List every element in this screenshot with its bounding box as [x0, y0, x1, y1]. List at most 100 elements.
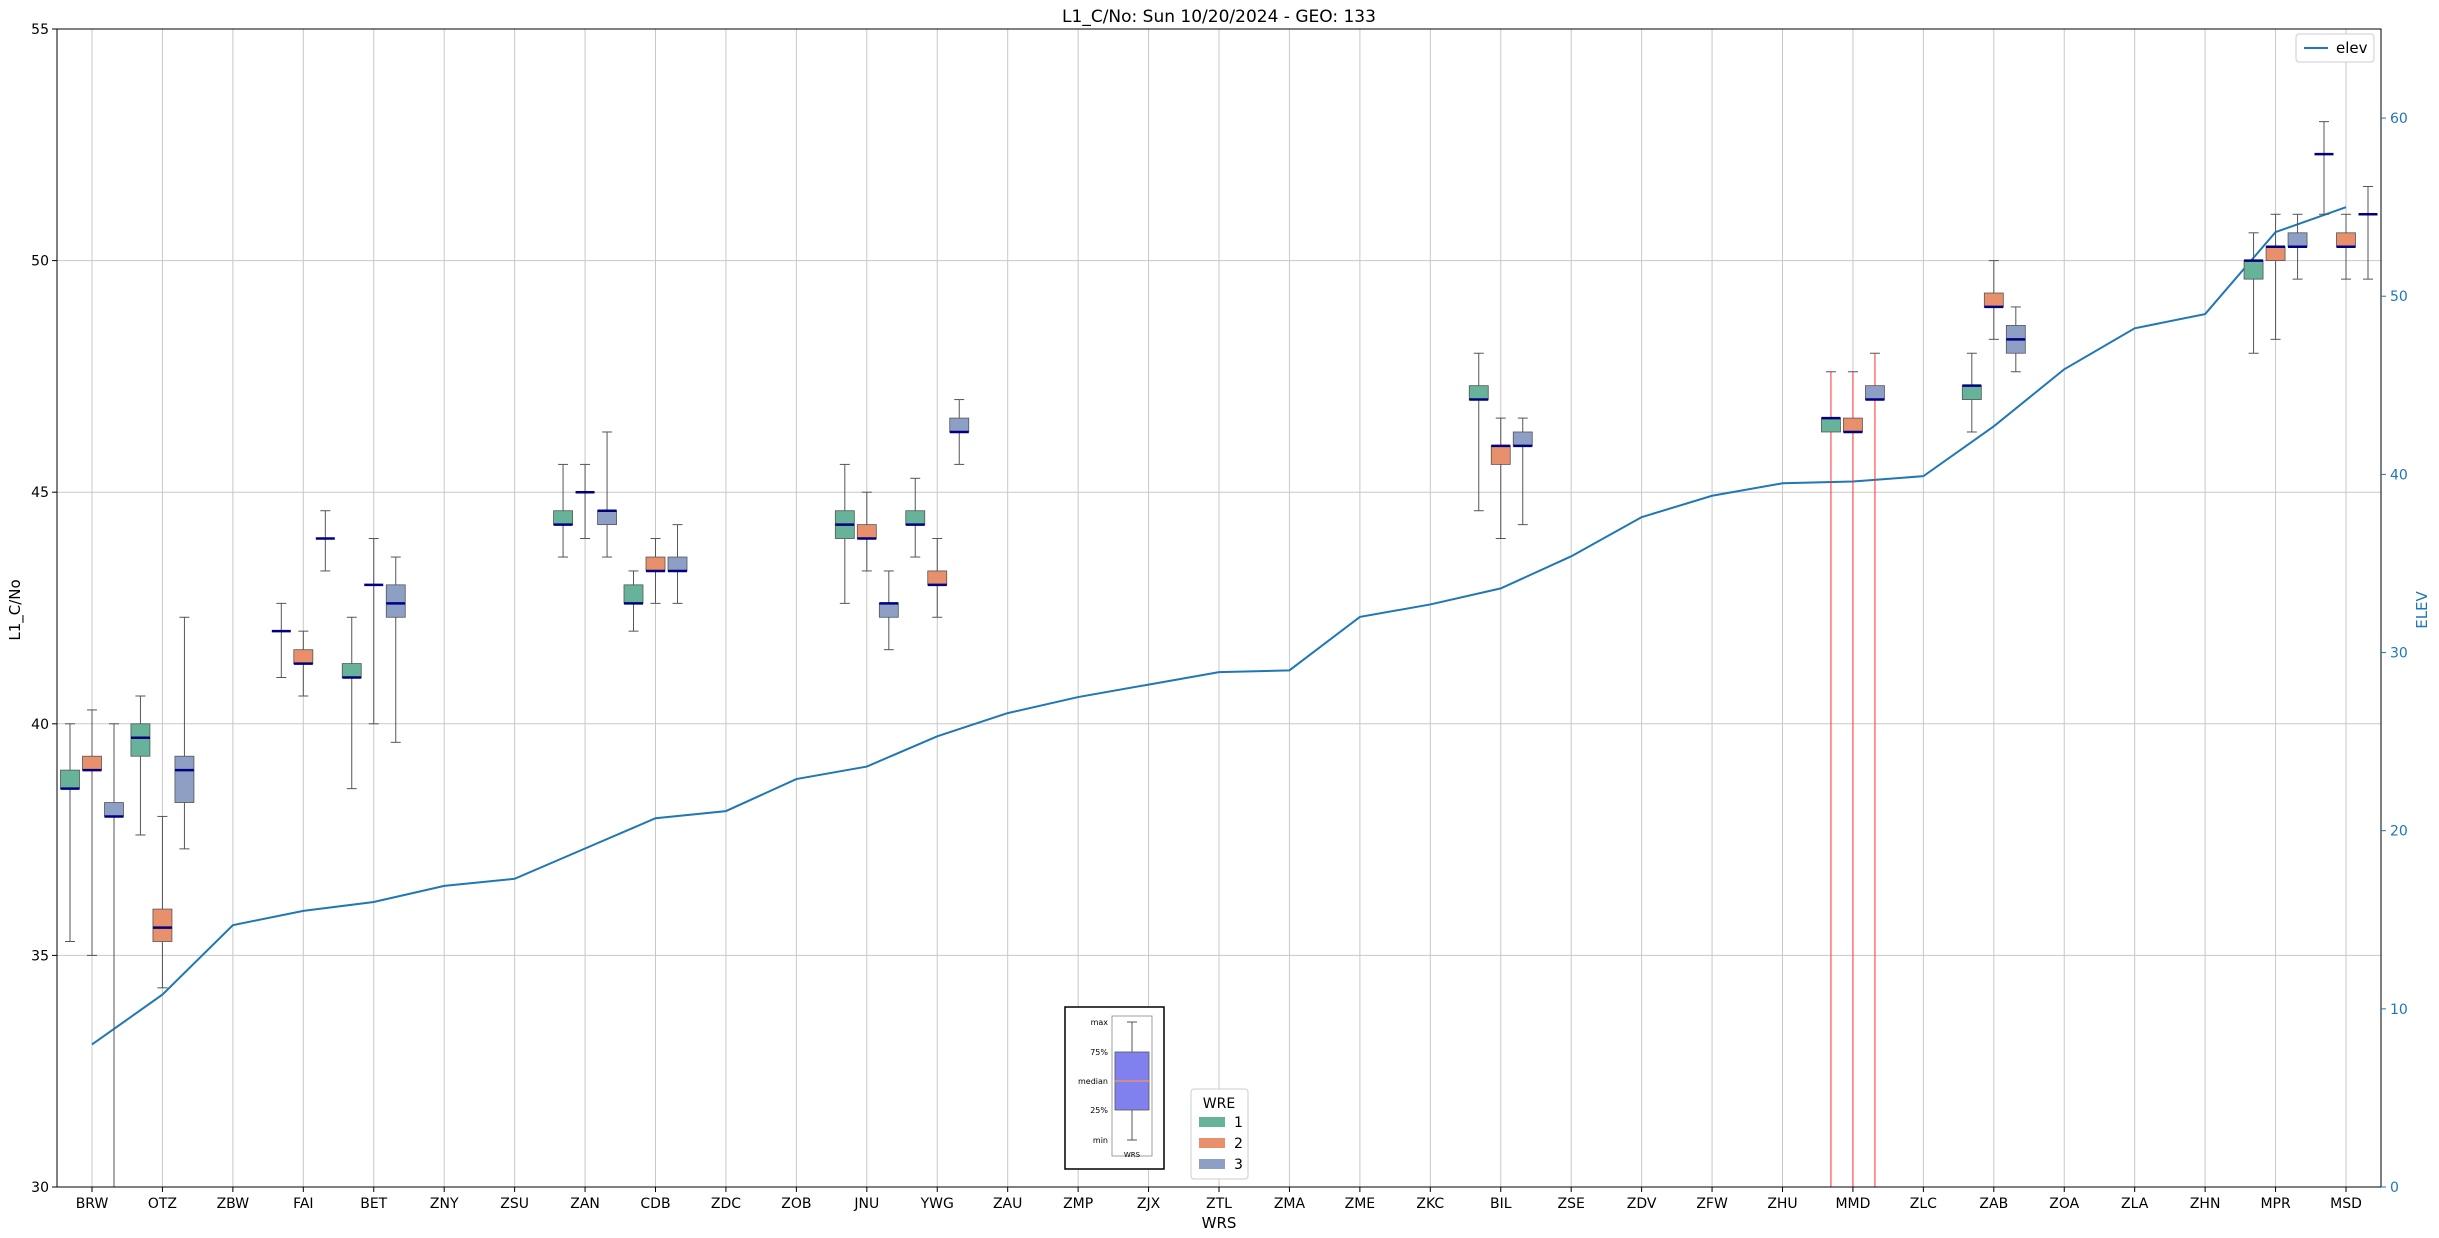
- box-body: [1983, 292, 2004, 308]
- box-body: [905, 510, 926, 526]
- box-1-BIL: [1468, 352, 1489, 512]
- inset-axes: [1111, 1015, 1153, 1157]
- elev-line-layer: [91, 206, 2347, 1046]
- box-body: [1490, 445, 1511, 465]
- box-1-YWG: [905, 477, 926, 558]
- x-tick-label: ZTL: [1206, 1196, 1232, 1212]
- box-body: [1843, 417, 1863, 433]
- box-3-CDB: [667, 524, 688, 604]
- x-tick-label: ZBW: [217, 1196, 250, 1212]
- box-1-MSD: [2314, 121, 2334, 215]
- wre-legend-label: 1: [1234, 1115, 1243, 1131]
- x-tick-label: ZHU: [1767, 1196, 1797, 1212]
- y-tick-label: 45: [31, 485, 49, 501]
- box-2-CDB: [645, 538, 666, 604]
- box-3-BET: [385, 556, 406, 743]
- box-2-FAI: [293, 630, 314, 697]
- box-body: [667, 556, 688, 572]
- x-tick-label: ZOB: [781, 1196, 811, 1212]
- x-tick-label: FAI: [293, 1196, 313, 1212]
- x-tick-label: ZAB: [1979, 1196, 2008, 1212]
- wre-legend: WRE 1 2 3: [1190, 1088, 1249, 1180]
- box-1-BET: [341, 616, 362, 790]
- box-layer: [60, 121, 2378, 1188]
- x-tick-label: ZLC: [1910, 1196, 1937, 1212]
- box-1-MMD: [1821, 371, 1841, 1187]
- x-tick-label: ZKC: [1416, 1196, 1444, 1212]
- y-axis-label: L1_C/No: [6, 579, 25, 640]
- box-body: [623, 584, 644, 604]
- inset-label: 75%: [1090, 1048, 1108, 1057]
- y2-tick-label: 0: [2390, 1180, 2399, 1196]
- y2-tick-label: 60: [2390, 111, 2408, 127]
- x-tick-label: ZMA: [1274, 1196, 1306, 1212]
- x-axis-label: WRS: [1202, 1214, 1237, 1232]
- box-3-JNU: [878, 570, 899, 651]
- box-3-YWG: [949, 399, 970, 465]
- box-2-OTZ: [152, 815, 173, 989]
- box-3-MPR: [2287, 213, 2308, 280]
- box-1-FAI: [271, 602, 291, 678]
- box-3-FAI: [315, 510, 335, 572]
- chart-title: L1_C/No: Sun 10/20/2024 - GEO: 133: [1062, 7, 1376, 27]
- wre-legend-swatch: [1199, 1138, 1225, 1148]
- box-body: [2287, 232, 2308, 248]
- y2-tick-label: 50: [2390, 289, 2408, 305]
- box-body: [949, 417, 970, 433]
- box-3-ZAN: [597, 431, 617, 558]
- box-3-OTZ: [174, 616, 195, 850]
- box-body: [856, 524, 877, 539]
- y-tick-label: 40: [31, 717, 49, 733]
- box-3-BRW: [104, 723, 124, 1188]
- x-tick-label: CDB: [640, 1196, 670, 1212]
- elev-legend-frame: [2295, 33, 2375, 63]
- x-tick-label: YWG: [920, 1196, 954, 1212]
- box-body: [82, 755, 102, 771]
- inset-xlabel: WRS: [1124, 1151, 1141, 1159]
- x-tick-label: MPR: [2260, 1196, 2291, 1212]
- wre-legend-frame: [1190, 1088, 1249, 1180]
- box-1-JNU: [834, 463, 855, 604]
- x-tick-label: BRW: [76, 1196, 109, 1212]
- x-tick-label: ZME: [1345, 1196, 1376, 1212]
- y-tick-label: 55: [31, 22, 49, 38]
- inset-label: max: [1091, 1018, 1109, 1027]
- wre-legend-label: 2: [1234, 1136, 1243, 1152]
- x-tick-label: ZFW: [1696, 1196, 1728, 1212]
- box-body: [152, 908, 173, 942]
- y-tick-label: 35: [31, 948, 49, 964]
- box-body: [104, 802, 124, 817]
- box-body: [341, 663, 362, 678]
- box-3-MSD: [2358, 185, 2378, 280]
- inset-label: 25%: [1090, 1106, 1108, 1115]
- boxplot-key-inset: max 75% median 25% min WRS: [1064, 1006, 1165, 1170]
- y2-tick-label: 20: [2390, 824, 2408, 840]
- x-tick-label: ZDV: [1627, 1196, 1657, 1212]
- x-tick-label: ZNY: [430, 1196, 459, 1212]
- x-tick-label: ZJX: [1137, 1196, 1161, 1212]
- box-2-BIL: [1490, 417, 1511, 540]
- box-2-BET: [364, 538, 384, 725]
- box-body: [597, 510, 617, 526]
- y2-axis-label: ELEV: [2413, 590, 2431, 628]
- box-body: [174, 755, 195, 803]
- box-2-ZAB: [1983, 260, 2004, 340]
- box-1-OTZ: [130, 695, 151, 836]
- box-body: [385, 584, 406, 618]
- y2-tick-label: 30: [2390, 646, 2408, 662]
- box-3-MMD: [1865, 352, 1885, 1187]
- y2-tick-label: 10: [2390, 1002, 2408, 1018]
- box-body: [60, 769, 80, 790]
- box-body: [2336, 232, 2356, 248]
- box-body: [927, 570, 948, 586]
- x-tick-label: MMD: [1835, 1196, 1870, 1212]
- x-tick-label: ZMP: [1063, 1196, 1093, 1212]
- x-tick-label: JNU: [853, 1196, 879, 1212]
- box-2-JNU: [856, 491, 877, 572]
- box-1-CDB: [623, 570, 644, 632]
- box-body: [1821, 417, 1841, 433]
- box-2-ZAN: [575, 463, 595, 540]
- box-2-YWG: [927, 538, 948, 618]
- box-body: [1865, 385, 1885, 400]
